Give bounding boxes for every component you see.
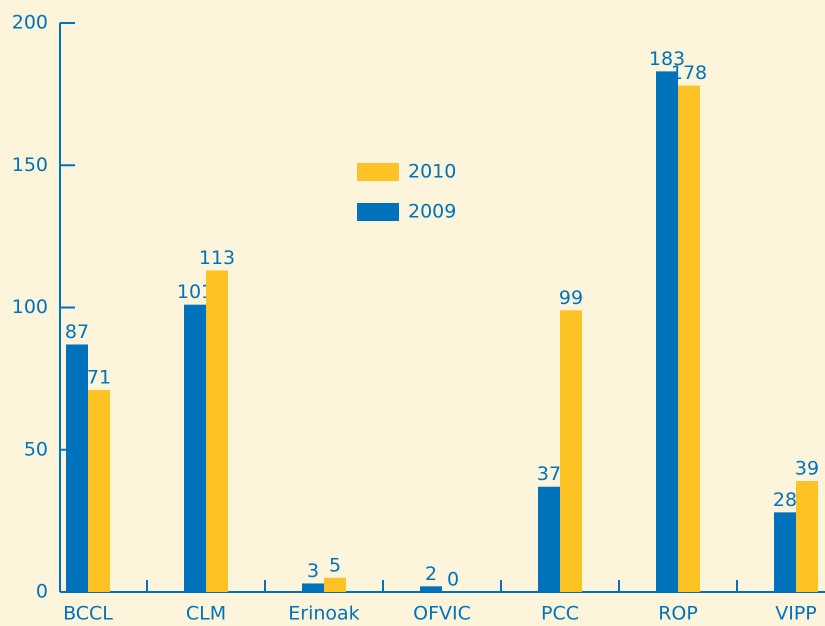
value-label: 0: [447, 569, 459, 591]
value-label: 39: [795, 458, 819, 480]
y-tick-label: 0: [36, 581, 48, 603]
value-label: 3: [307, 560, 319, 582]
value-label: 183: [649, 48, 685, 70]
legend-swatch: [357, 163, 399, 181]
x-tick-label: ROP: [658, 603, 698, 625]
legend-label: 2010: [408, 161, 456, 183]
y-tick-label: 100: [12, 296, 48, 318]
bar: [774, 512, 796, 592]
y-tick-label: 200: [12, 12, 48, 34]
y-tick-label: 150: [12, 154, 48, 176]
value-label: 113: [199, 247, 235, 269]
bar: [796, 481, 818, 592]
bar: [88, 390, 110, 592]
bar: [302, 583, 324, 592]
x-tick-label: PCC: [541, 603, 579, 625]
x-tick-label: CLM: [186, 603, 226, 625]
y-tick-label: 50: [24, 438, 48, 460]
bar: [656, 71, 678, 593]
x-tick-label: VIPP: [775, 603, 817, 625]
value-label: 2: [425, 563, 437, 585]
value-label: 5: [329, 554, 341, 576]
bar: [678, 85, 700, 592]
value-label: 178: [671, 62, 707, 84]
value-label: 37: [537, 463, 561, 485]
value-label: 99: [559, 287, 583, 309]
x-tick-label: BCCL: [63, 603, 113, 625]
bar: [538, 486, 560, 592]
bar: [206, 270, 228, 592]
value-label: 28: [773, 489, 797, 511]
bar: [560, 310, 582, 592]
legend-label: 2009: [408, 201, 456, 223]
x-tick-label: OFVIC: [413, 603, 471, 625]
bar: [420, 586, 442, 592]
bar: [184, 304, 206, 592]
bar: [66, 344, 88, 592]
legend-swatch: [357, 203, 399, 221]
x-tick-label: Erinoak: [288, 603, 359, 625]
value-label: 71: [87, 367, 111, 389]
bar: [324, 577, 346, 592]
value-label: 87: [65, 321, 89, 343]
value-label: 101: [177, 281, 213, 303]
